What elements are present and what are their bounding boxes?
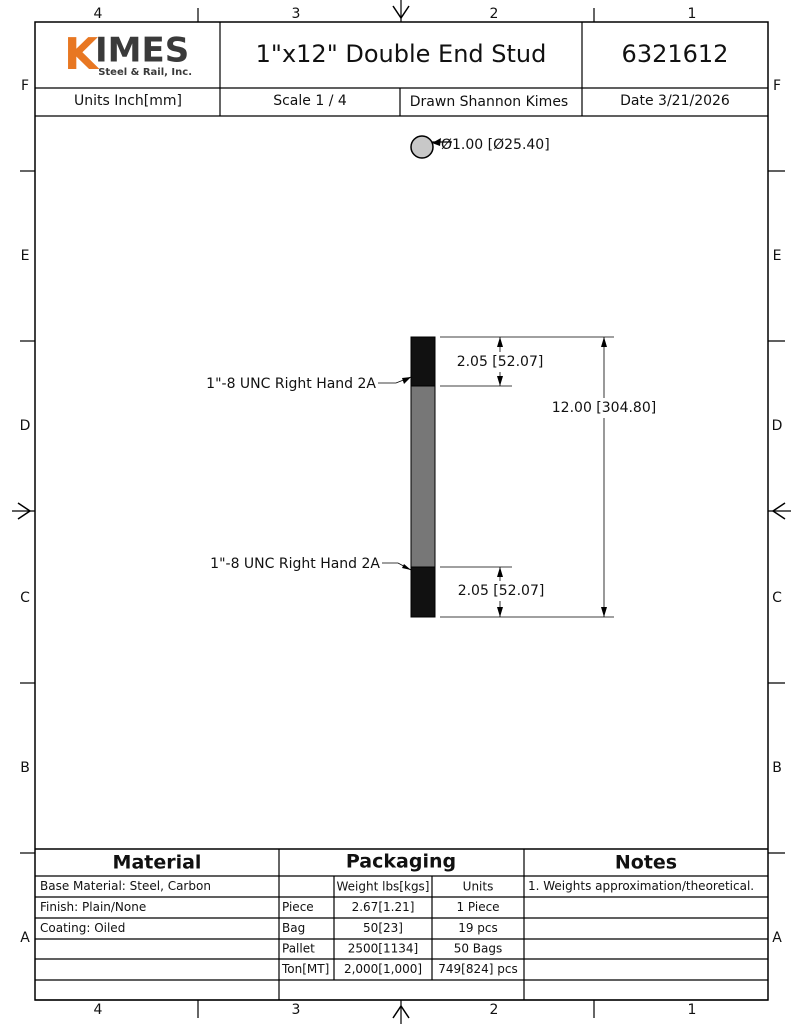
zone-letter: D [20,418,31,434]
material-row: Base Material: Steel, Carbon [40,879,211,893]
packaging-label: Pallet [282,942,315,956]
zone-letter: E [773,248,782,264]
zone-letter: F [773,78,781,94]
logo-tagline: Steel & Rail, Inc. [98,67,192,78]
packaging-units: 50 Bags [454,942,503,956]
thread-callout: 1"-8 UNC Right Hand 2A [210,556,380,572]
column-header: Units [463,880,494,894]
packaging-weight: 2500[1134] [348,942,418,956]
zone-number: 3 [292,1002,301,1018]
title-block: K IMES Steel & Rail, Inc. 1"x12" Double … [35,22,768,117]
zone-letter: A [20,930,30,946]
packaging-units: 1 Piece [456,900,499,914]
zone-letter: E [21,248,30,264]
diameter-label: Ø1.00 [Ø25.40] [441,137,550,153]
zone-number: 2 [490,6,499,22]
zone-number: 1 [688,1002,697,1018]
packaging-label: Piece [282,900,314,914]
logo-initial: K [64,29,100,80]
logo-name: IMES [95,31,189,71]
table-heading: Material [113,852,202,874]
column-header: Weight lbs[kgs] [336,880,429,894]
scale: Scale 1 / 4 [273,93,347,109]
table-heading: Notes [615,852,677,874]
units: Units Inch[mm] [74,93,182,109]
center-arrow [392,5,410,20]
table-heading: Packaging [346,851,456,873]
info-table: Material Packaging Notes Weight lbs[kgs]… [35,848,768,1001]
thread-top [410,336,436,387]
end-view [410,135,434,159]
date: Date 3/21/2026 [620,93,730,109]
drawn-by: Drawn Shannon Kimes [410,94,568,110]
material-row: Finish: Plain/None [40,900,146,914]
note-row: 1. Weights approximation/theoretical. [528,879,754,893]
packaging-weight: 2.67[1.21] [352,900,415,914]
zone-letter: B [20,760,30,776]
packaging-units: 19 pcs [458,921,498,935]
zone-number: 3 [292,6,301,22]
zone-number: 2 [490,1002,499,1018]
packaging-weight: 50[23] [363,921,403,935]
part-view: Ø1.00 [Ø25.40] 2.05 [52.07] 12.00 [304.8… [206,135,656,618]
thread-bottom [410,566,436,618]
center-arrow [17,502,32,520]
center-arrow [392,1004,410,1019]
zone-border: 4 4 3 3 2 2 1 1 F F E E D D C C B B A A [12,0,791,1024]
dim-top: 2.05 [52.07] [457,354,544,370]
zone-number: 1 [688,6,697,22]
packaging-label: Bag [282,921,305,935]
zone-number: 4 [94,1002,103,1018]
dim-overall: 12.00 [304.80] [552,400,656,416]
part-title: 1"x12" Double End Stud [256,40,547,68]
stud-shank [410,385,436,568]
dim-bottom: 2.05 [52.07] [458,583,545,599]
zone-number: 4 [94,6,103,22]
part-number: 6321612 [622,40,729,68]
packaging-label: Ton[MT] [281,962,329,976]
packaging-weight: 2,000[1,000] [344,962,422,976]
zone-letter: C [20,590,30,606]
packaging-units: 749[824] pcs [438,962,517,976]
center-arrow [771,502,786,520]
zone-letter: C [772,590,782,606]
zone-letter: A [772,930,782,946]
thread-callout: 1"-8 UNC Right Hand 2A [206,376,376,392]
zone-letter: B [772,760,782,776]
zone-letter: F [21,78,29,94]
zone-letter: D [772,418,783,434]
material-row: Coating: Oiled [40,921,125,935]
